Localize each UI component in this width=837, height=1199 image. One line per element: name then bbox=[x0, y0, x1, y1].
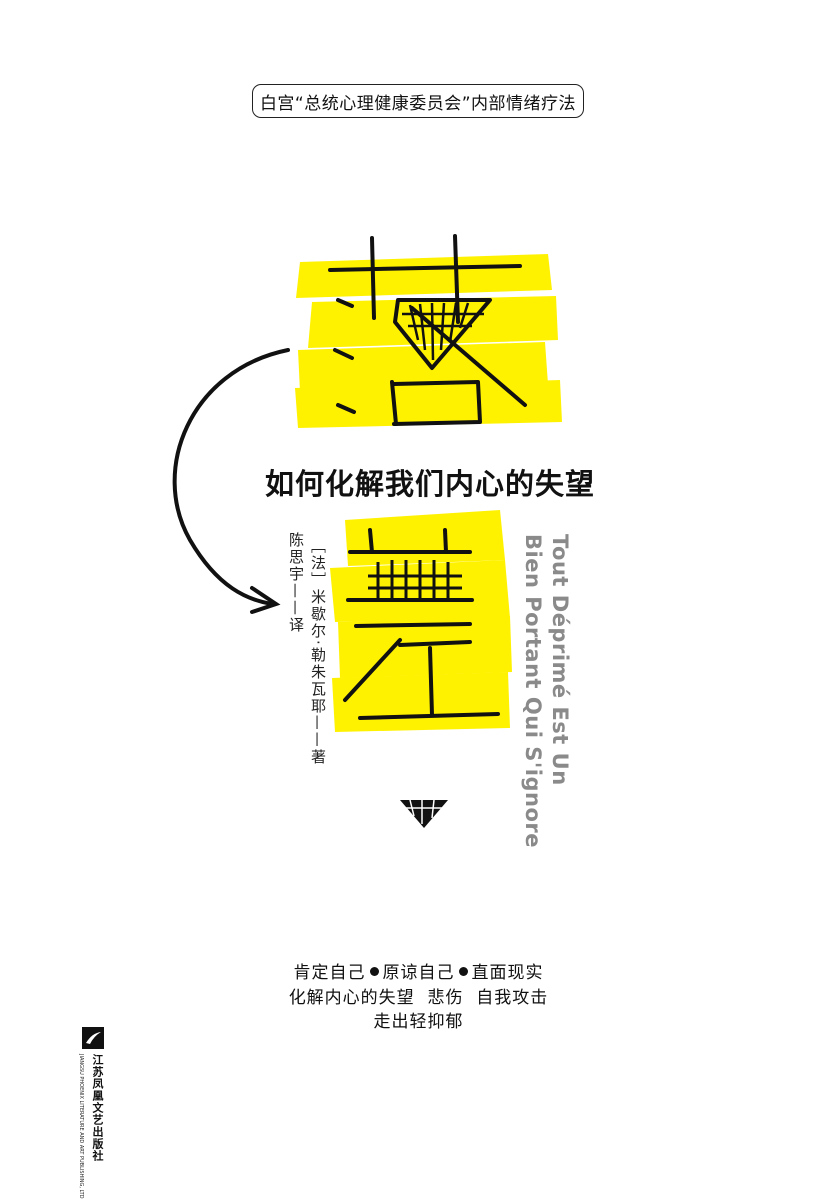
original-title-line-2: Bien Portant Qui S'ignore bbox=[521, 534, 545, 848]
title-char-luo-hatch bbox=[402, 302, 484, 361]
blurb-line-3: 走出轻抑郁 bbox=[373, 1012, 464, 1032]
publisher-name-en: JIANGSU PHOENIX LITERATURE AND ART PUBLI… bbox=[78, 1054, 84, 1199]
bullet-icon bbox=[458, 967, 468, 976]
author-credit: ［法］米歇尔·勒朱瓦耶——著 bbox=[309, 538, 327, 766]
title-char-cha bbox=[343, 528, 500, 720]
blurb-phrase-forgive: 原谅自己 bbox=[382, 963, 455, 983]
publisher-logo-icon bbox=[82, 1027, 104, 1049]
blurb-line-2: 化解内心的失望 悲伤 自我攻击 bbox=[288, 988, 549, 1008]
blurb-line-1: 肯定自己 原谅自己 直面现实 bbox=[0, 958, 837, 983]
blurb-phrase-affirm: 肯定自己 bbox=[293, 963, 366, 983]
subtitle: 如何化解我们内心的失望 bbox=[264, 467, 595, 501]
translator-credit: 陈思宇——译 bbox=[287, 532, 305, 634]
title-char-cha-hatch bbox=[368, 560, 462, 600]
title-highlight-top bbox=[295, 254, 562, 428]
publisher-name-cn: 江苏凤凰文艺出版社 bbox=[91, 1054, 104, 1162]
falling-triangle-icon bbox=[400, 799, 448, 828]
series-label: 白宫“总统心理健康委员会”内部情绪疗法 bbox=[259, 93, 577, 114]
bullet-icon bbox=[369, 967, 379, 976]
curved-arrow-icon bbox=[172, 348, 290, 614]
original-title-line-1: Tout Déprimé Est Un bbox=[548, 534, 572, 786]
series-label-box: 白宫“总统心理健康委员会”内部情绪疗法 bbox=[252, 84, 584, 118]
title-highlight-bottom bbox=[330, 510, 512, 732]
title-char-luo bbox=[328, 234, 527, 426]
blurb-phrase-face: 直面现实 bbox=[471, 963, 544, 983]
